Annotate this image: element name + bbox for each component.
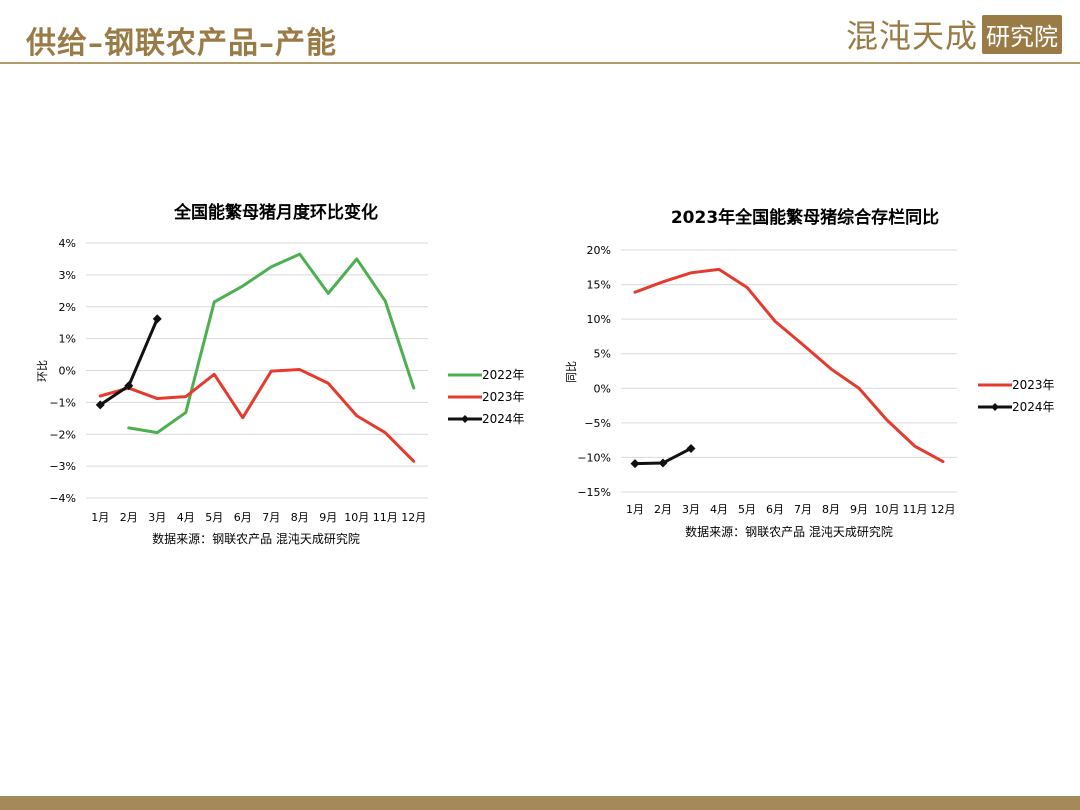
y-tick-label: 2% (59, 301, 76, 314)
y-axis-label: 同比 (565, 361, 578, 383)
y-tick-label: 5% (594, 348, 611, 361)
x-tick-label: 7月 (794, 503, 812, 516)
x-tick-label: 5月 (205, 511, 223, 524)
y-tick-label: 1% (59, 333, 76, 346)
x-tick-label: 9月 (850, 503, 868, 516)
x-tick-label: 9月 (319, 511, 337, 524)
x-tick-label: 6月 (766, 503, 784, 516)
x-tick-label: 11月 (903, 503, 928, 516)
legend-label-2024年: 2024年 (482, 412, 525, 426)
data-point-2024年 (152, 314, 162, 324)
y-tick-label: 4% (59, 237, 76, 250)
x-tick-label: 7月 (262, 511, 280, 524)
data-point-2024年 (630, 459, 640, 469)
y-tick-label: 0% (594, 382, 611, 395)
y-tick-label: 10% (587, 313, 611, 326)
x-tick-label: 11月 (373, 511, 398, 524)
x-tick-label: 12月 (401, 511, 426, 524)
x-tick-label: 6月 (234, 511, 252, 524)
legend-marker-2024年 (991, 403, 999, 411)
x-tick-label: 4月 (710, 503, 728, 516)
x-tick-label: 5月 (738, 503, 756, 516)
y-tick-label: 20% (587, 244, 611, 257)
x-tick-label: 1月 (626, 503, 644, 516)
x-tick-label: 2月 (120, 511, 138, 524)
y-tick-label: −3% (49, 460, 76, 473)
source-note: 数据来源：钢联农产品 混沌天成研究院 (152, 531, 360, 546)
header-divider (0, 62, 1080, 64)
footer-bar (0, 796, 1080, 810)
logo-text: 混沌天成 (846, 17, 979, 55)
y-axis-label: 环比 (36, 360, 49, 382)
chart-title: 2023年全国能繁母猪综合存栏同比 (671, 207, 939, 228)
x-tick-label: 3月 (682, 503, 700, 516)
x-tick-label: 8月 (291, 511, 309, 524)
y-tick-label: −5% (584, 417, 611, 430)
data-point-2024年 (686, 443, 696, 453)
y-tick-label: 0% (59, 365, 76, 378)
logo-seal: 研究院 (982, 14, 1063, 54)
legend-label-2023年: 2023年 (1012, 378, 1055, 392)
x-tick-label: 10月 (875, 503, 900, 516)
x-tick-label: 10月 (344, 511, 369, 524)
x-tick-label: 2月 (654, 503, 672, 516)
data-point-2024年 (658, 458, 668, 468)
y-tick-label: −1% (49, 396, 76, 409)
x-tick-label: 8月 (822, 503, 840, 516)
x-tick-label: 12月 (931, 503, 956, 516)
chart-title: 全国能繁母猪月度环比变化 (173, 202, 378, 223)
data-point-2024年 (124, 381, 134, 391)
y-tick-label: −10% (577, 451, 611, 464)
source-note: 数据来源：钢联农产品 混沌天成研究院 (685, 524, 893, 539)
legend-label-2022年: 2022年 (482, 368, 525, 382)
y-tick-label: −4% (49, 492, 76, 505)
brand-logo: 混沌天成 研究院 (846, 14, 1063, 55)
x-tick-label: 4月 (177, 511, 195, 524)
series-line-2023年 (98, 368, 416, 463)
data-point-2024年 (95, 400, 105, 410)
legend-label-2023年: 2023年 (482, 390, 525, 404)
legend-marker-2024年 (461, 415, 469, 423)
page-title: 供给–钢联农产品–产能 (26, 26, 337, 61)
y-tick-label: 3% (59, 269, 76, 282)
series-line-2023年 (633, 267, 945, 464)
y-tick-label: −15% (577, 486, 611, 499)
y-tick-label: −2% (49, 428, 76, 441)
y-tick-label: 15% (587, 279, 611, 292)
x-tick-label: 3月 (148, 511, 166, 524)
legend-label-2024年: 2024年 (1012, 400, 1055, 414)
x-tick-label: 1月 (91, 511, 109, 524)
